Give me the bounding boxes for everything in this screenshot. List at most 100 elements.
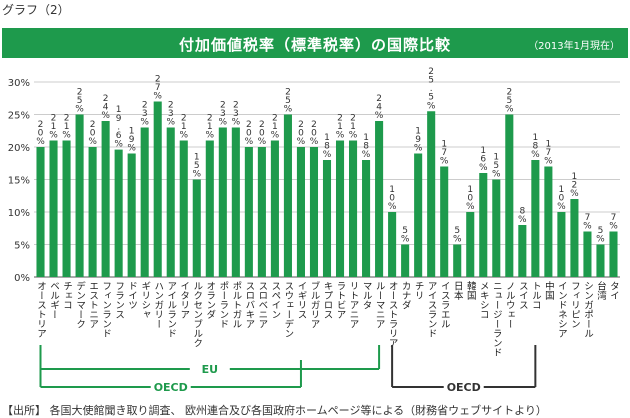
data-label: 1 0%: [388, 185, 397, 212]
category-label: スウェーデン: [282, 281, 294, 338]
bar: [75, 114, 84, 277]
data-label: 2 0%: [245, 120, 254, 147]
category-label: オーストラリア: [387, 281, 399, 348]
category-label: カナダ: [400, 281, 412, 310]
bar: [531, 160, 540, 277]
data-label: 2 1%: [271, 113, 280, 140]
bar: [322, 160, 332, 277]
bar: [401, 244, 410, 277]
source-note: 【出所】 各国大使館聞き取り調査、 欧州連合及び各国政府ホームページ等による（財…: [2, 404, 547, 417]
bar: [453, 244, 462, 277]
category-label: ポーランド: [217, 281, 229, 329]
category-label: 韓国: [465, 281, 477, 301]
category-label: エストニア: [87, 281, 99, 329]
bar: [101, 121, 110, 277]
category-label: ブルガリア: [308, 280, 320, 328]
bar: [349, 140, 358, 277]
bar: [596, 244, 605, 277]
bar: [166, 127, 175, 277]
y-tick-label: 10%: [8, 208, 30, 219]
category-label: マルタ: [361, 281, 373, 310]
category-label: スペイン: [269, 281, 281, 319]
category-label: イスラエル: [439, 281, 451, 329]
data-label: 1 0%: [557, 185, 566, 212]
y-tick-label: 0%: [14, 273, 30, 284]
bar: [466, 212, 475, 277]
figure-label: グラフ（2）: [2, 3, 70, 17]
category-label: タイ: [608, 281, 620, 300]
bar: [296, 147, 305, 277]
data-label: 2 1%: [206, 113, 215, 140]
category-label: メキシコ: [478, 281, 489, 319]
category-label: ドイツ: [126, 281, 138, 310]
category-label: ポルトガル: [230, 281, 242, 329]
bar: [609, 231, 618, 277]
bar: [244, 147, 253, 277]
data-label: 1 0%: [466, 185, 475, 212]
data-label: 1 9%: [414, 126, 423, 153]
bar: [557, 212, 566, 277]
category-label: シンガポール: [582, 281, 594, 338]
bar: [140, 127, 149, 277]
data-label: 2 3%: [140, 100, 149, 127]
bar: [179, 140, 188, 277]
data-label: 2 7%: [153, 74, 162, 101]
category-label: ギリシャ: [139, 281, 150, 319]
bar: [205, 140, 214, 277]
data-label: 2 3%: [232, 100, 241, 127]
date-note: （2013年1月現在）: [528, 41, 620, 52]
bar: [427, 111, 436, 277]
y-tick-label: 20%: [8, 143, 30, 154]
data-label: 2 5%: [75, 87, 84, 114]
data-label: 7%: [609, 213, 618, 232]
bar: [192, 179, 201, 277]
data-label: 2 5%: [505, 87, 514, 114]
category-label: 台湾: [595, 280, 607, 301]
data-label: 2 1%: [179, 113, 188, 140]
data-label: 1 8%: [362, 133, 371, 160]
data-label: 1 5%: [192, 152, 201, 179]
data-label: 2 0%: [88, 120, 97, 147]
category-label: ルクセンブルク: [191, 281, 203, 348]
category-label: 日本: [452, 281, 464, 301]
bar: [153, 101, 162, 277]
data-label: 2 3%: [166, 100, 175, 127]
category-label: トルコ: [530, 281, 542, 310]
bar: [440, 166, 449, 277]
bar: [36, 147, 45, 277]
chart-title: 付加価値税率（標準税率）の国際比較: [178, 36, 451, 54]
bar: [62, 140, 71, 277]
bar: [362, 160, 371, 277]
y-tick-label: 5%: [14, 241, 30, 252]
data-label: 1 2%: [570, 172, 579, 199]
data-label: 8%: [518, 206, 527, 225]
bar: [583, 231, 592, 277]
category-label: ベルギー: [48, 281, 60, 319]
data-label: 2 1%: [62, 113, 71, 140]
category-label: チリ: [413, 281, 424, 300]
data-label: 2 1%: [49, 113, 58, 140]
data-label: 1 8%: [531, 133, 540, 160]
category-label: キプロス: [322, 281, 333, 319]
data-label: 2 5%: [284, 87, 293, 114]
data-label: 2 0%: [258, 120, 267, 147]
category-label: スロベニア: [256, 281, 268, 329]
group-label: EU: [202, 363, 218, 376]
group-label: OECD: [447, 381, 481, 394]
title-banner: 付加価値税率（標準税率）の国際比較 （2013年1月現在）: [2, 28, 628, 58]
category-label: スロバキア: [243, 281, 255, 329]
bar: [375, 121, 384, 277]
category-label: イギリス: [295, 281, 307, 319]
category-label: アイルランド: [165, 281, 177, 338]
data-label: 7%: [583, 213, 592, 232]
data-label: 2 0%: [310, 120, 319, 147]
bar: [309, 147, 319, 277]
data-label: 1 9. 6%: [114, 105, 123, 149]
category-label: チェコ: [61, 281, 72, 310]
data-label: 1 9%: [127, 126, 136, 153]
group-label: OECD: [154, 381, 188, 394]
category-label: アイスランド: [426, 281, 438, 338]
category-label: ハンガリー: [152, 281, 164, 329]
category-label: フランス: [113, 281, 124, 319]
bar: [127, 153, 136, 277]
